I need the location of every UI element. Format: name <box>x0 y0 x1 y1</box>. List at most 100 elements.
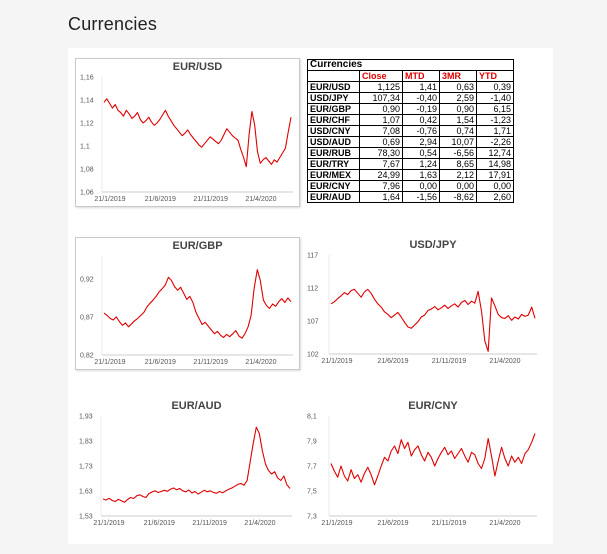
table-cell-value: 0,90 <box>359 103 403 115</box>
x-tick-label: 21/6/2019 <box>145 359 176 366</box>
y-tick-label: 1,63 <box>79 489 93 496</box>
chart-eur-cny-svg: EUR/CNY 7,3 7,5 7,7 7,9 8,1 21/1/2019 21/6/2019… <box>307 400 537 527</box>
table-cell-pair: EUR/CHF <box>307 114 360 126</box>
table-cell-pair: USD/AUD <box>307 136 360 148</box>
y-tick-label: 1,73 <box>79 464 93 471</box>
table-cell-value: 0,00 <box>476 180 514 192</box>
y-tick-label: 1,93 <box>79 414 93 421</box>
x-tick-label: 21/6/2019 <box>144 520 175 527</box>
table-row: EUR/MEX 24,99 1,63 2,12 17,91 <box>307 169 514 181</box>
series-line <box>102 426 291 503</box>
table-cell-value: 0,39 <box>476 81 514 93</box>
chart-eur-aud-svg: EUR/AUD 1,53 1,63 1,73 1,83 1,93 21/1/2019 21/6… <box>79 400 292 527</box>
table-cell-value: 2,12 <box>439 169 477 181</box>
chart-title: EUR/CNY <box>408 400 458 412</box>
table-cell-value: 0,90 <box>439 103 477 115</box>
currencies-table: Currencies Close MTD 3MR YTD EUR/USD 1,12… <box>307 59 514 203</box>
table-row: USD/JPY 107,34 -0,40 2,59 -1,40 <box>307 92 514 104</box>
table-cell-value: 0,69 <box>359 136 403 148</box>
x-tick-label: 21/1/2019 <box>94 359 125 366</box>
chart-title: EUR/GBP <box>172 240 222 252</box>
table-cell-value: 0,00 <box>439 180 477 192</box>
page-title: Currencies <box>68 14 158 34</box>
table-cell-value: 6,15 <box>476 103 514 115</box>
chart-title: USD/JPY <box>409 239 457 251</box>
y-tick-label: 1,14 <box>80 98 94 105</box>
chart-usd-jpy-svg: USD/JPY 102 107 112 117 21/1/2019 21/6/2019 21/… <box>307 239 537 365</box>
x-tick-label: 21/4/2020 <box>245 359 276 366</box>
table-cell-pair: EUR/TRY <box>307 158 360 170</box>
table-cell-value: 1,71 <box>476 125 514 137</box>
x-tick-label: 21/4/2020 <box>244 520 275 527</box>
table-header-row: Close MTD 3MR YTD <box>307 70 514 82</box>
x-tick-label: 21/6/2019 <box>377 520 408 527</box>
table-cell-value: -1,40 <box>476 92 514 104</box>
x-tick-label: 21/11/2019 <box>432 358 467 365</box>
table-cell-value: 1,63 <box>402 169 440 181</box>
table-body: EUR/USD 1,125 1,41 0,63 0,39 USD/JPY 107,34 -0,… <box>307 81 514 203</box>
chart-eur-usd: EUR/USD 1,06 1,08 1,1 1,12 1,14 1,16 21/1/2019 2… <box>75 58 300 207</box>
y-tick-label: 0,87 <box>80 314 94 321</box>
x-tick-label: 21/11/2019 <box>193 196 228 203</box>
x-tick-label: 21/6/2019 <box>377 358 408 365</box>
table-cell-pair: EUR/AUD <box>307 191 360 203</box>
y-tick-label: 117 <box>307 253 318 260</box>
table-row: USD/AUD 0,69 2,94 10,07 -2,26 <box>307 136 514 148</box>
table-cell-value: 0,42 <box>402 114 440 126</box>
y-tick-label: 7,3 <box>307 514 317 521</box>
table-cell-value: 1,41 <box>402 81 440 93</box>
table-cell-value: 14,98 <box>476 158 514 170</box>
table-cell-value: 0,00 <box>402 180 440 192</box>
y-tick-label: 7,9 <box>307 439 317 446</box>
table-cell-pair: EUR/RUB <box>307 147 360 159</box>
table-cell-value: 1,54 <box>439 114 477 126</box>
table-cell-value: 2,60 <box>476 191 514 203</box>
x-tick-label: 21/11/2019 <box>432 520 467 527</box>
table-cell-value: 1,64 <box>359 191 403 203</box>
y-tick-label: 1,06 <box>80 190 94 197</box>
table-cell-value: 12,74 <box>476 147 514 159</box>
table-cell-pair: EUR/GBP <box>307 103 360 115</box>
table-header <box>307 70 360 82</box>
y-tick-label: 107 <box>307 319 319 326</box>
table-cell-value: -1,56 <box>402 191 440 203</box>
table-cell-value: 78,30 <box>359 147 403 159</box>
x-tick-label: 21/1/2019 <box>321 520 352 527</box>
table-row: EUR/USD 1,125 1,41 0,63 0,39 <box>307 81 514 93</box>
table-cell-value: 24,99 <box>359 169 403 181</box>
y-tick-label: 1,53 <box>79 514 93 521</box>
table-cell-value: -8,62 <box>439 191 477 203</box>
y-tick-label: 0,82 <box>80 353 94 360</box>
series-line <box>103 269 292 339</box>
table-cell-pair: EUR/MEX <box>307 169 360 181</box>
y-tick-label: 8,1 <box>307 414 317 421</box>
table-cell-value: 7,08 <box>359 125 403 137</box>
table-row: EUR/CNY 7,96 0,00 0,00 0,00 <box>307 180 514 192</box>
table-cell-value: 107,34 <box>359 92 403 104</box>
chart-eur-gbp-svg: EUR/GBP 0,82 0,87 0,92 21/1/2019 21/6/2019 21/… <box>80 240 293 366</box>
table-cell-pair: USD/JPY <box>307 92 360 104</box>
x-tick-label: 21/11/2019 <box>193 359 228 366</box>
table-cell-value: 7,67 <box>359 158 403 170</box>
table-header: 3MR <box>439 70 477 82</box>
y-tick-label: 112 <box>307 286 318 293</box>
table-cell-value: 2,59 <box>439 92 477 104</box>
x-tick-label: 21/4/2020 <box>489 520 520 527</box>
chart-eur-gbp: EUR/GBP 0,82 0,87 0,92 21/1/2019 21/6/2019 21/… <box>75 237 300 370</box>
y-tick-label: 102 <box>307 352 319 359</box>
chart-title: EUR/AUD <box>171 400 221 412</box>
x-tick-label: 21/1/2019 <box>94 196 125 203</box>
y-tick-label: 0,92 <box>80 276 94 283</box>
table-cell-value: 8,65 <box>439 158 477 170</box>
table-header: Close <box>359 70 403 82</box>
table-row: EUR/CHF 1,07 0,42 1,54 -1,23 <box>307 114 514 126</box>
y-tick-label: 7,5 <box>307 489 317 496</box>
table-cell-value: -0,19 <box>402 103 440 115</box>
x-tick-label: 21/4/2020 <box>489 358 520 365</box>
table-row: EUR/RUB 78,30 0,54 -6,56 12,74 <box>307 147 514 159</box>
table-cell-value: 7,96 <box>359 180 403 192</box>
table-cell-pair: EUR/CNY <box>307 180 360 192</box>
x-tick-label: 21/1/2019 <box>93 520 124 527</box>
x-tick-label: 21/1/2019 <box>321 358 352 365</box>
y-tick-label: 1,08 <box>80 167 94 174</box>
